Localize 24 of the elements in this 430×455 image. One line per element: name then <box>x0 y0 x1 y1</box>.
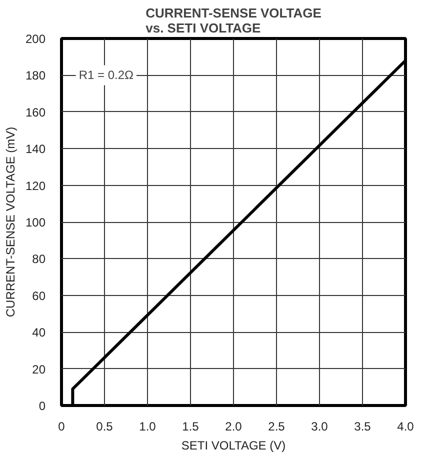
y-tick-label: 40 <box>32 326 46 340</box>
chart-title: CURRENT-SENSE VOLTAGE vs. SETI VOLTAGE <box>146 6 322 36</box>
x-tick-label: 3.0 <box>311 420 328 434</box>
y-tick-label: 20 <box>32 362 46 376</box>
y-tick-label: 120 <box>25 178 46 193</box>
x-tick-label: 0 <box>58 420 66 434</box>
x-tick-label: 4.0 <box>397 420 414 434</box>
annotation: R1 = 0.2Ω <box>78 68 134 82</box>
x-axis-title: SETI VOLTAGE (V) <box>181 438 286 452</box>
y-tick-label: 180 <box>25 68 46 83</box>
x-tick-label: 2.0 <box>225 420 242 434</box>
x-tick-label: 1.0 <box>139 420 156 434</box>
y-tick-label: 140 <box>25 142 46 156</box>
y-axis-title: CURRENT-SENSE VOLTAGE (mV) <box>3 126 18 318</box>
y-tick-label: 160 <box>25 105 46 120</box>
x-tick-label: 2.5 <box>268 420 286 434</box>
y-tick-label: 60 <box>32 288 46 303</box>
y-tick-label: 0 <box>38 399 46 413</box>
y-tick-label: 80 <box>32 252 46 266</box>
y-tick-label: 100 <box>25 216 46 230</box>
x-tick-label: 0.5 <box>96 420 114 434</box>
y-tick-label: 200 <box>25 32 46 46</box>
x-tick-label: 1.5 <box>182 420 200 434</box>
x-tick-label: 3.5 <box>354 420 372 434</box>
